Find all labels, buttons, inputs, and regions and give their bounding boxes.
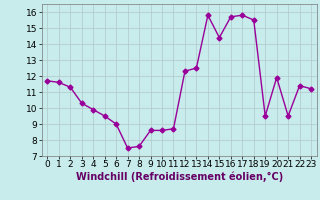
X-axis label: Windchill (Refroidissement éolien,°C): Windchill (Refroidissement éolien,°C): [76, 172, 283, 182]
